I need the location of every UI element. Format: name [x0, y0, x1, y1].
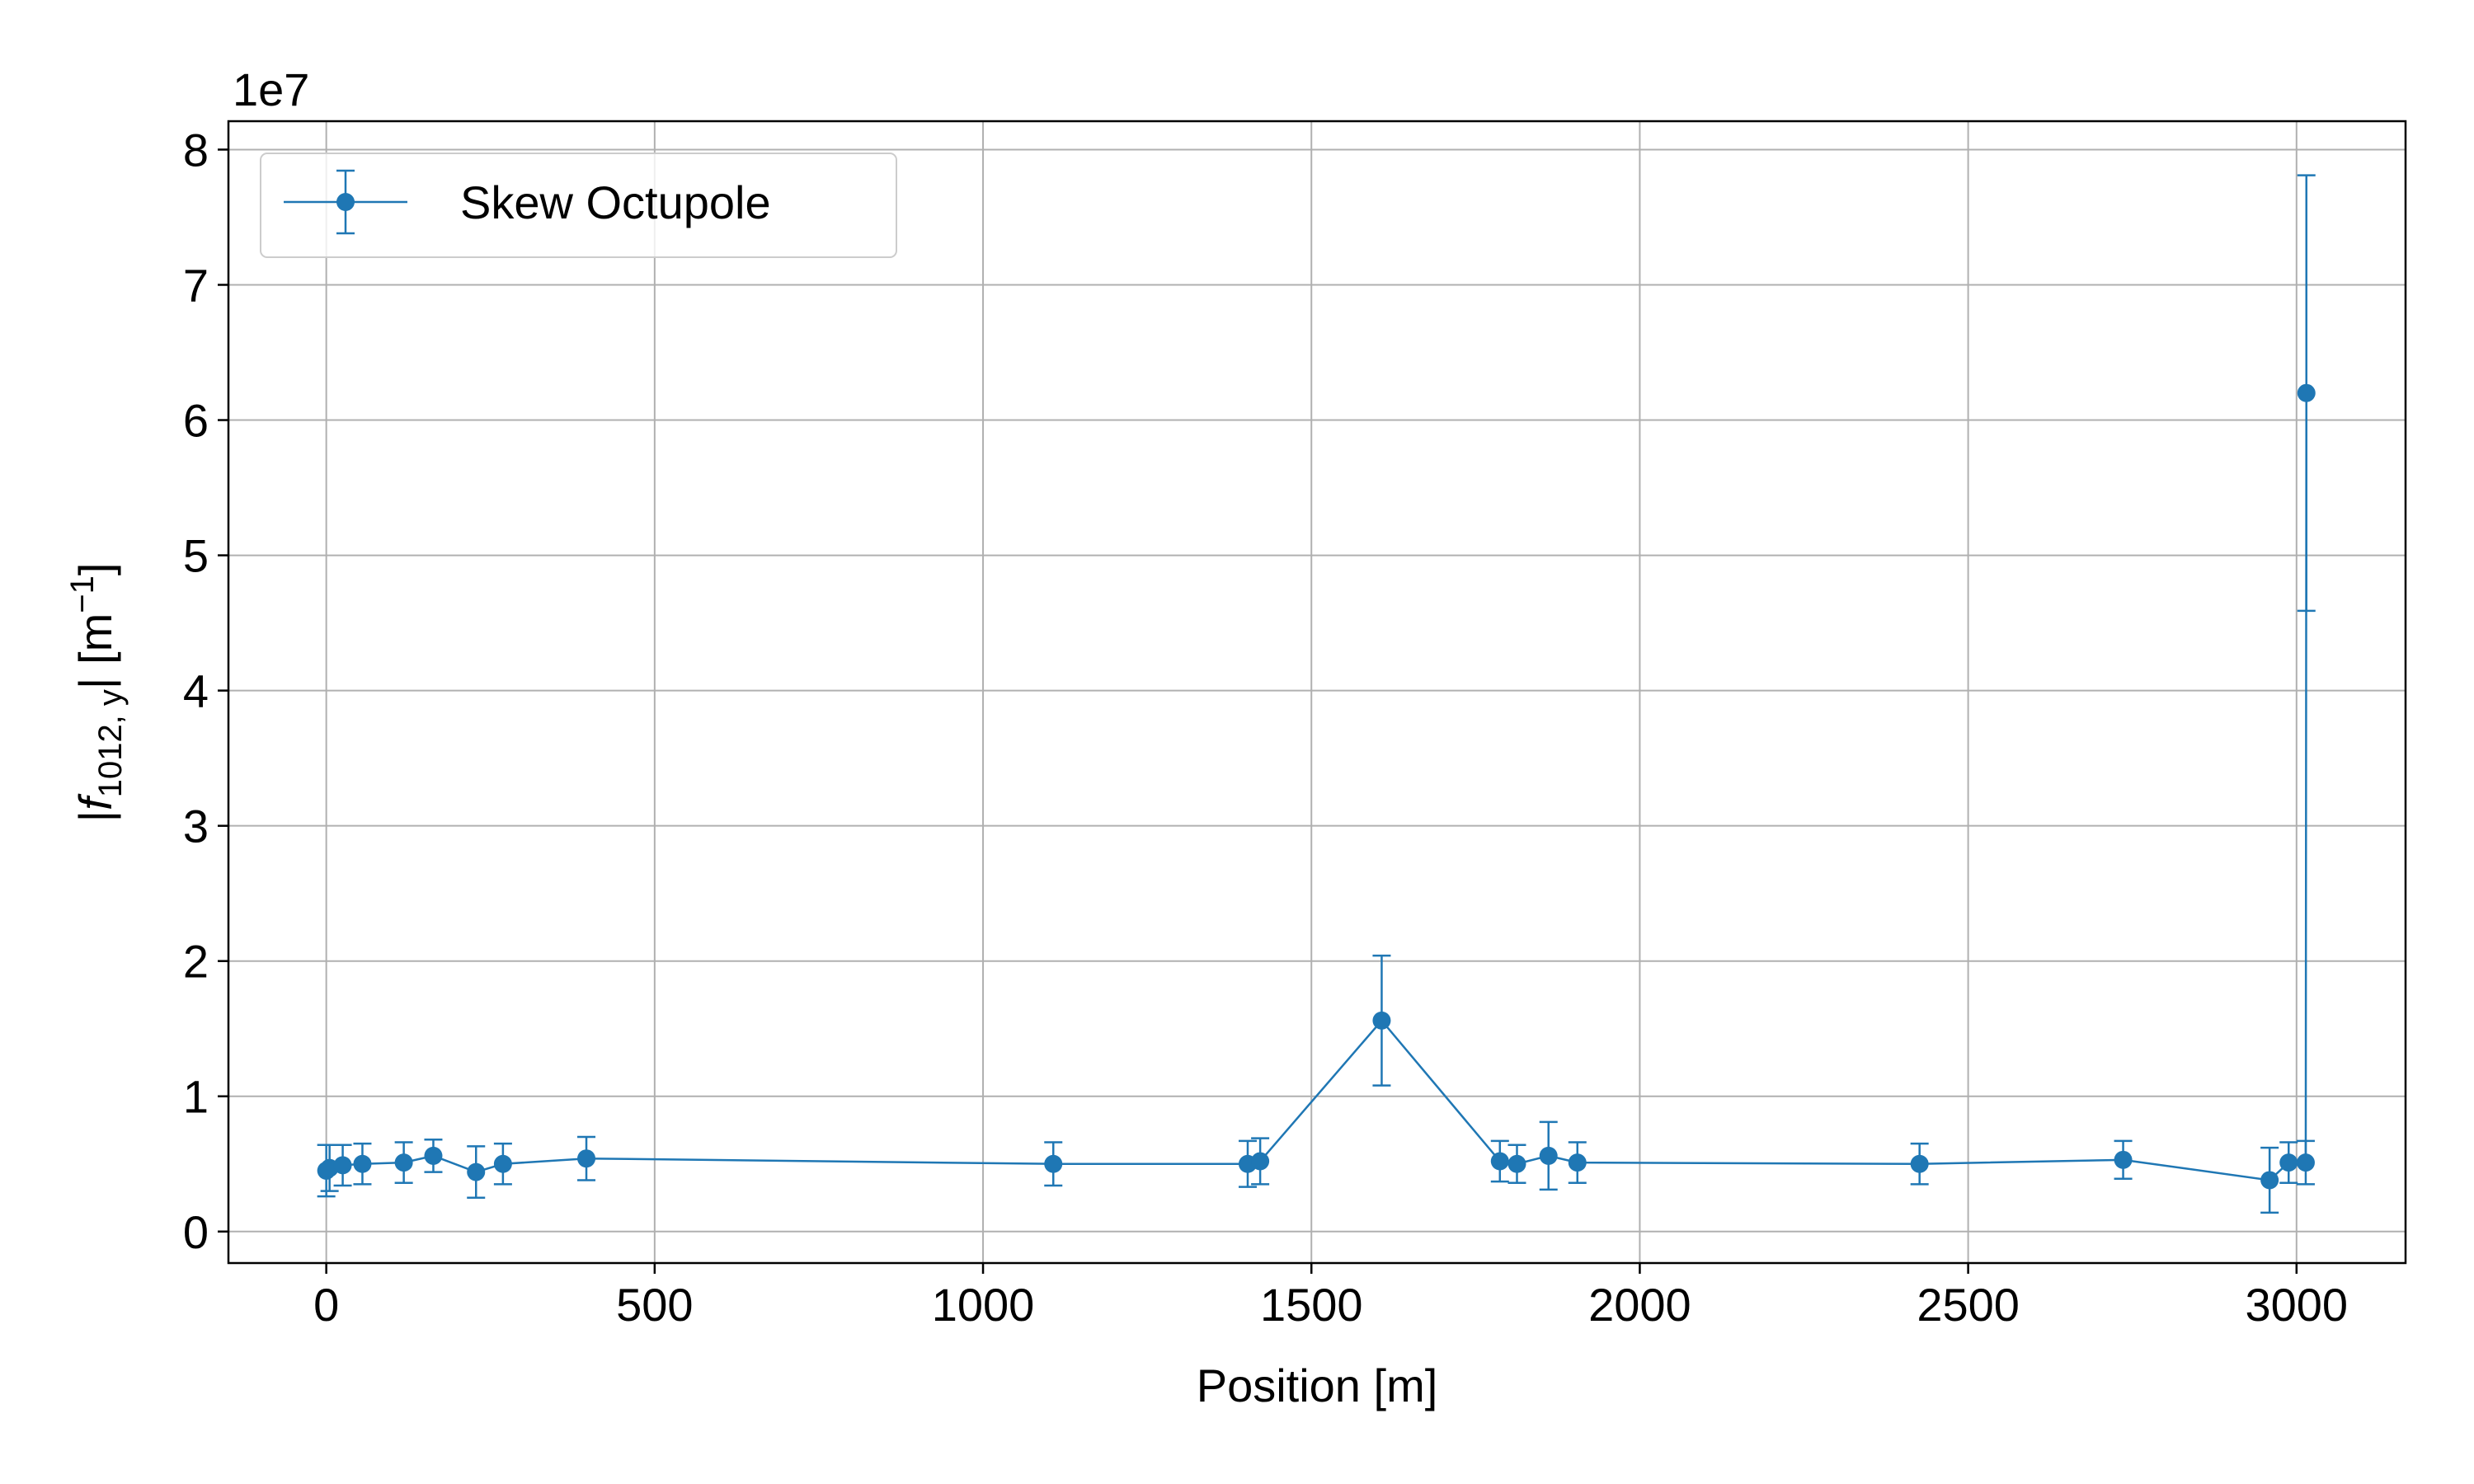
y-tick-label: 7: [183, 259, 209, 311]
marker: [1539, 1146, 1558, 1165]
y-tick-label: 0: [183, 1206, 209, 1258]
x-tick-label: 1500: [1260, 1279, 1363, 1331]
plot-frame: [227, 120, 2407, 1265]
x-tick-label: 500: [616, 1279, 693, 1331]
grid: [218, 121, 2406, 1274]
marker: [333, 1156, 352, 1175]
marker: [353, 1154, 372, 1173]
plot-marks: [317, 174, 2316, 1214]
y-label-part: | [m: [69, 613, 121, 689]
marker: [424, 1146, 443, 1165]
y-tick-label: 3: [183, 801, 209, 852]
marker: [577, 1149, 596, 1168]
y-tick-label: 2: [183, 936, 209, 988]
x-axis-label: Position [m]: [1197, 1360, 1438, 1411]
legend-label: Skew Octupole: [460, 176, 771, 228]
y-label-part: −1: [64, 575, 101, 613]
marker: [2260, 1171, 2279, 1190]
legend: Skew Octupole: [260, 153, 897, 258]
y-tick-label: 8: [183, 124, 209, 176]
marker: [1372, 1011, 1391, 1030]
x-tick-label: 0: [313, 1279, 339, 1331]
y-label-part: |: [69, 810, 121, 823]
marker: [1507, 1154, 1526, 1173]
marker: [467, 1162, 486, 1181]
marker: [1490, 1152, 1509, 1171]
y-axis-label: |f1012, y| [m−1]: [64, 563, 129, 823]
marker: [1044, 1154, 1063, 1173]
y-tick-label: 4: [183, 665, 209, 717]
legend-marker: [336, 193, 355, 211]
y-tick-label: 5: [183, 530, 209, 582]
x-tick-label: 2500: [1917, 1279, 2020, 1331]
marker: [394, 1153, 413, 1172]
x-tick-label: 1000: [932, 1279, 1035, 1331]
marker: [1251, 1152, 1270, 1171]
marker: [2279, 1153, 2298, 1172]
marker: [2114, 1150, 2133, 1169]
y-tick-label: 6: [183, 395, 209, 447]
marker: [1910, 1154, 1929, 1173]
marker: [2297, 383, 2316, 402]
legend-box: [260, 153, 897, 258]
marker: [1568, 1153, 1587, 1172]
x-tick-label: 3000: [2246, 1279, 2349, 1331]
y-label-part: ]: [69, 563, 121, 576]
y-tick-label: 1: [183, 1071, 209, 1123]
marker: [493, 1154, 512, 1173]
x-tick-label: 2000: [1588, 1279, 1691, 1331]
marker: [2296, 1153, 2315, 1172]
offset-label: 1e7: [233, 63, 309, 115]
y-label-part: 1012, y: [92, 689, 129, 797]
